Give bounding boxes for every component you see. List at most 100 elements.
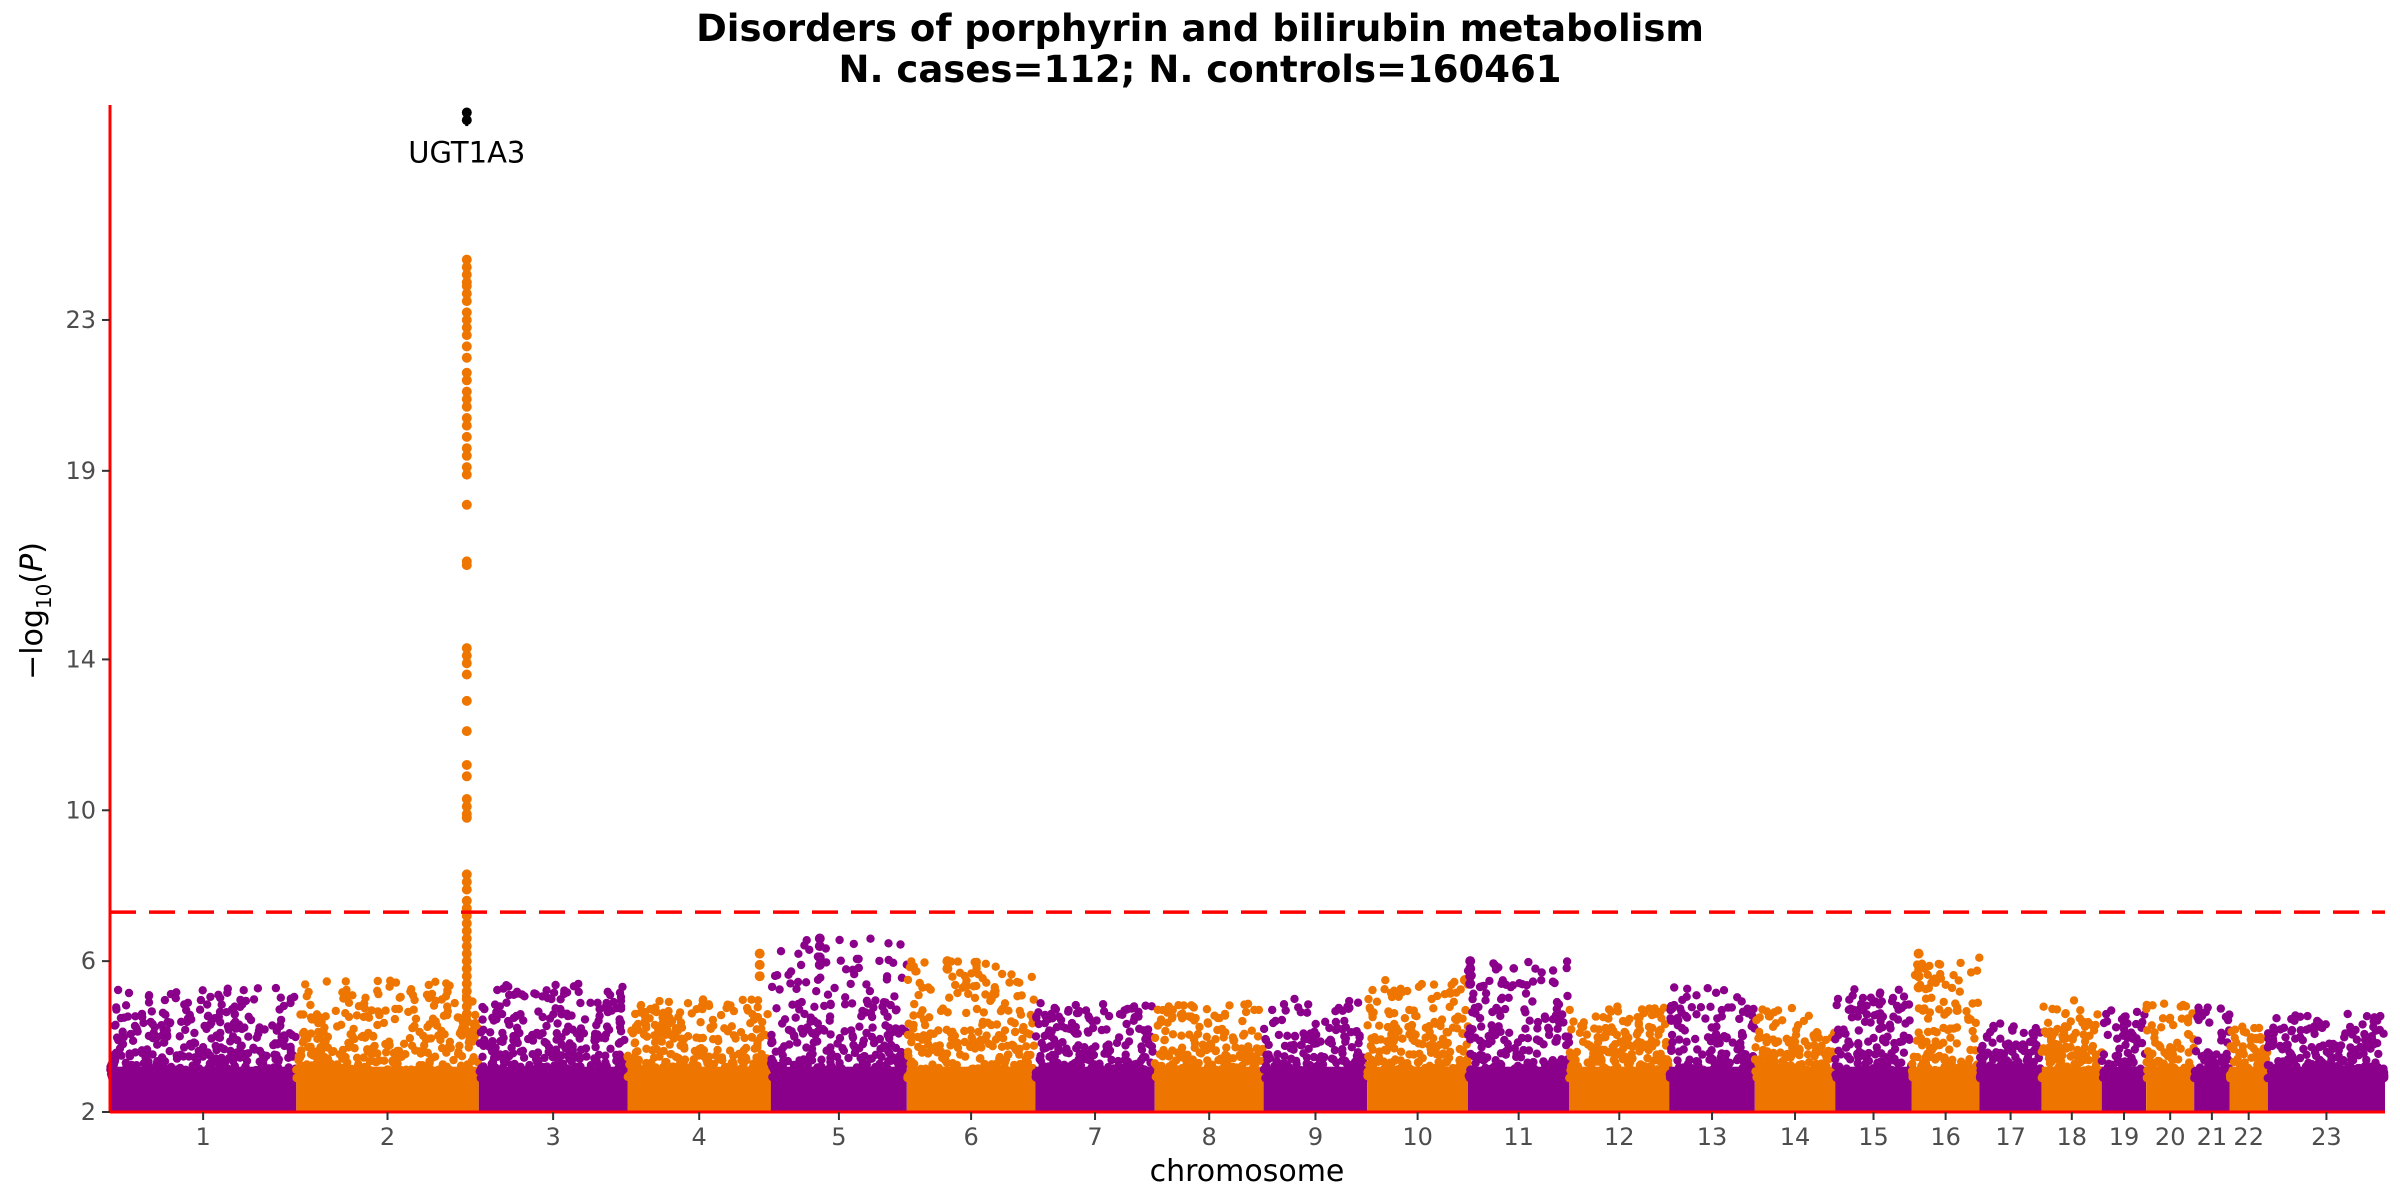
snp-point: [753, 996, 763, 1005]
snp-point: [431, 977, 440, 986]
snp-point: [854, 954, 863, 964]
snp-point: [478, 1052, 487, 1062]
chromosome-11-points: [1463, 957, 1574, 1112]
snp-point: [632, 1073, 641, 1083]
snp-point: [1427, 994, 1436, 1004]
snp-point: [576, 1024, 586, 1033]
snp-point: [680, 1044, 689, 1053]
snp-point: [671, 1073, 681, 1082]
snp-point: [1023, 1050, 1032, 1060]
snp-point: [1045, 1052, 1054, 1062]
snp-point: [426, 1064, 435, 1074]
snp-point: [1121, 1050, 1130, 1059]
snp-point: [664, 1073, 673, 1083]
snp-point: [713, 1034, 723, 1044]
snp-point: [1548, 1060, 1557, 1070]
snp-point: [638, 1073, 647, 1082]
snp-point: [347, 1030, 356, 1040]
snp-point: [1593, 1038, 1603, 1047]
snp-point: [1262, 1050, 1271, 1060]
snp-point: [1528, 997, 1537, 1006]
snp-point: [339, 994, 348, 1003]
snp-point: [1677, 1008, 1686, 1017]
snp-point: [365, 1057, 375, 1066]
snp-point: [978, 974, 987, 983]
snp-point: [645, 1014, 654, 1023]
snp-point: [379, 1018, 389, 1028]
snp-point: [381, 1006, 390, 1015]
snp-point: [1464, 1071, 1474, 1080]
snp-point: [830, 983, 839, 993]
snp-point: [306, 1000, 315, 1010]
snp-point: [419, 1031, 428, 1041]
snp-point: [341, 1009, 350, 1018]
snp-point: [868, 1023, 877, 1032]
snp-point: [1643, 1071, 1653, 1080]
snp-point: [914, 990, 923, 1000]
snp-point: [1445, 1002, 1454, 1012]
snp-point: [978, 1017, 988, 1026]
snp-point: [172, 1068, 181, 1077]
snp-point: [1021, 1042, 1031, 1051]
chart-subtitle: N. cases=112; N. controls=160461: [838, 48, 1562, 91]
snp-point: [360, 1033, 370, 1042]
snp-point: [669, 1034, 679, 1043]
snp-point: [1506, 1071, 1515, 1081]
snp-point: [443, 1002, 452, 1011]
snp-point: [442, 979, 451, 988]
snp-point: [652, 1045, 661, 1054]
snp-point: [875, 956, 884, 966]
snp-point: [244, 1012, 253, 1021]
snp-point: [763, 1010, 772, 1019]
snp-point: [1441, 1057, 1450, 1067]
snp-point: [1281, 1073, 1290, 1083]
snp-point: [202, 1068, 211, 1078]
snp-point: [1064, 1005, 1073, 1015]
snp-point: [111, 1020, 120, 1029]
snp-point: [978, 1071, 987, 1081]
snp-point: [352, 1053, 362, 1063]
snp-point: [1353, 998, 1363, 1007]
snp-point: [1703, 1070, 1712, 1079]
snp-point: [904, 1019, 913, 1028]
snp-point: [850, 1048, 860, 1058]
snp-point: [980, 1059, 989, 1069]
snp-point: [885, 1034, 894, 1043]
snp-point: [306, 1042, 315, 1052]
snp-point: [1319, 1054, 1328, 1063]
snp-point: [576, 1045, 586, 1055]
snp-point: [545, 1014, 555, 1023]
snp-point: [838, 1044, 847, 1053]
snp-point: [694, 1051, 704, 1060]
snp-point: [771, 1065, 780, 1074]
snp-point: [265, 1073, 274, 1082]
snp-point: [869, 1003, 878, 1012]
snp-point: [498, 1037, 507, 1047]
snp-point: [955, 968, 965, 977]
snp-point: [179, 1052, 188, 1061]
snp-point: [1548, 966, 1558, 975]
snp-point: [810, 1002, 819, 1011]
snp-point: [740, 1033, 749, 1043]
snp-point: [580, 1015, 590, 1024]
snp-point: [1810, 1061, 1820, 1070]
snp-point: [1331, 1007, 1340, 1016]
snp-point: [1667, 1004, 1677, 1014]
snp-point: [463, 1073, 473, 1082]
snp-point: [1475, 1014, 1485, 1023]
snp-point: [974, 1027, 983, 1037]
snp-point: [1719, 986, 1729, 995]
snp-point: [1537, 976, 1546, 985]
snp-point: [232, 1073, 242, 1083]
snp-point: [172, 1054, 182, 1063]
snp-point: [484, 1040, 493, 1049]
snp-point: [1177, 1031, 1186, 1040]
snp-point: [534, 1007, 543, 1016]
snp-point: [1247, 1026, 1257, 1035]
snp-point: [734, 1049, 744, 1059]
snp-point: [159, 1031, 168, 1040]
snp-point: [665, 1040, 674, 1049]
snp-point: [141, 1053, 150, 1062]
snp-point: [1072, 1009, 1082, 1018]
chromosome-8-points: [1150, 999, 1267, 1112]
